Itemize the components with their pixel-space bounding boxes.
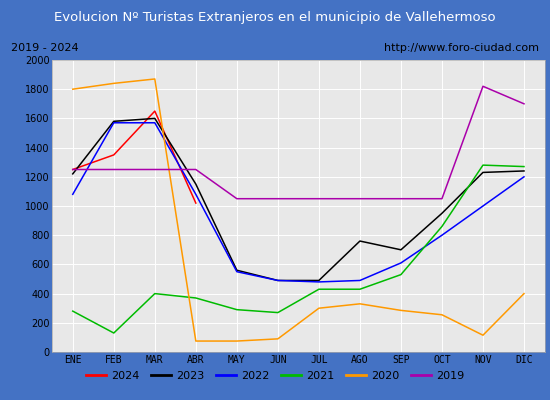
Text: 2019 - 2024: 2019 - 2024 (11, 43, 79, 53)
Legend: 2024, 2023, 2022, 2021, 2020, 2019: 2024, 2023, 2022, 2021, 2020, 2019 (81, 366, 469, 386)
Text: Evolucion Nº Turistas Extranjeros en el municipio de Vallehermoso: Evolucion Nº Turistas Extranjeros en el … (54, 12, 496, 24)
Text: http://www.foro-ciudad.com: http://www.foro-ciudad.com (384, 43, 539, 53)
